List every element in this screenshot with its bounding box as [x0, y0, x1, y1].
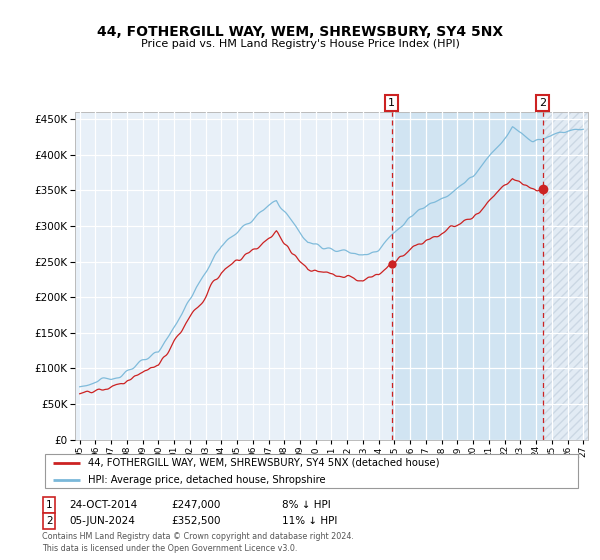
Text: 8% ↓ HPI: 8% ↓ HPI — [282, 500, 331, 510]
Text: £247,000: £247,000 — [171, 500, 220, 510]
Text: 11% ↓ HPI: 11% ↓ HPI — [282, 516, 337, 526]
Text: 44, FOTHERGILL WAY, WEM, SHREWSBURY, SY4 5NX (detached house): 44, FOTHERGILL WAY, WEM, SHREWSBURY, SY4… — [88, 458, 439, 468]
Text: 44, FOTHERGILL WAY, WEM, SHREWSBURY, SY4 5NX: 44, FOTHERGILL WAY, WEM, SHREWSBURY, SY4… — [97, 26, 503, 39]
Text: Price paid vs. HM Land Registry's House Price Index (HPI): Price paid vs. HM Land Registry's House … — [140, 39, 460, 49]
FancyBboxPatch shape — [45, 454, 578, 488]
Text: £352,500: £352,500 — [171, 516, 221, 526]
Text: 1: 1 — [388, 98, 395, 108]
Bar — [543, 112, 588, 440]
Bar — [392, 112, 543, 440]
Bar — [543, 112, 588, 440]
Text: 24-OCT-2014: 24-OCT-2014 — [69, 500, 137, 510]
Text: 1: 1 — [46, 500, 53, 510]
Text: 2: 2 — [46, 516, 53, 526]
Text: HPI: Average price, detached house, Shropshire: HPI: Average price, detached house, Shro… — [88, 475, 326, 485]
Text: Contains HM Land Registry data © Crown copyright and database right 2024.
This d: Contains HM Land Registry data © Crown c… — [42, 533, 354, 553]
Text: 2: 2 — [539, 98, 547, 108]
Text: 05-JUN-2024: 05-JUN-2024 — [69, 516, 135, 526]
